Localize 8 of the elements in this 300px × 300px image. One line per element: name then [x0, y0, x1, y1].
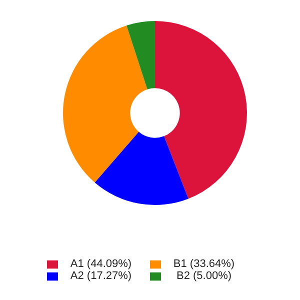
legend-label: A1 (44.09%) [69, 258, 133, 270]
donut-slice [94, 132, 188, 205]
legend-label: A2 (17.27%) [69, 270, 133, 282]
legend-label: B2 (5.00%) [175, 270, 233, 282]
donut-slice [126, 21, 155, 90]
legend-label: B1 (33.64%) [172, 258, 236, 270]
donut-slice [155, 21, 247, 199]
donut-slice [63, 26, 148, 183]
